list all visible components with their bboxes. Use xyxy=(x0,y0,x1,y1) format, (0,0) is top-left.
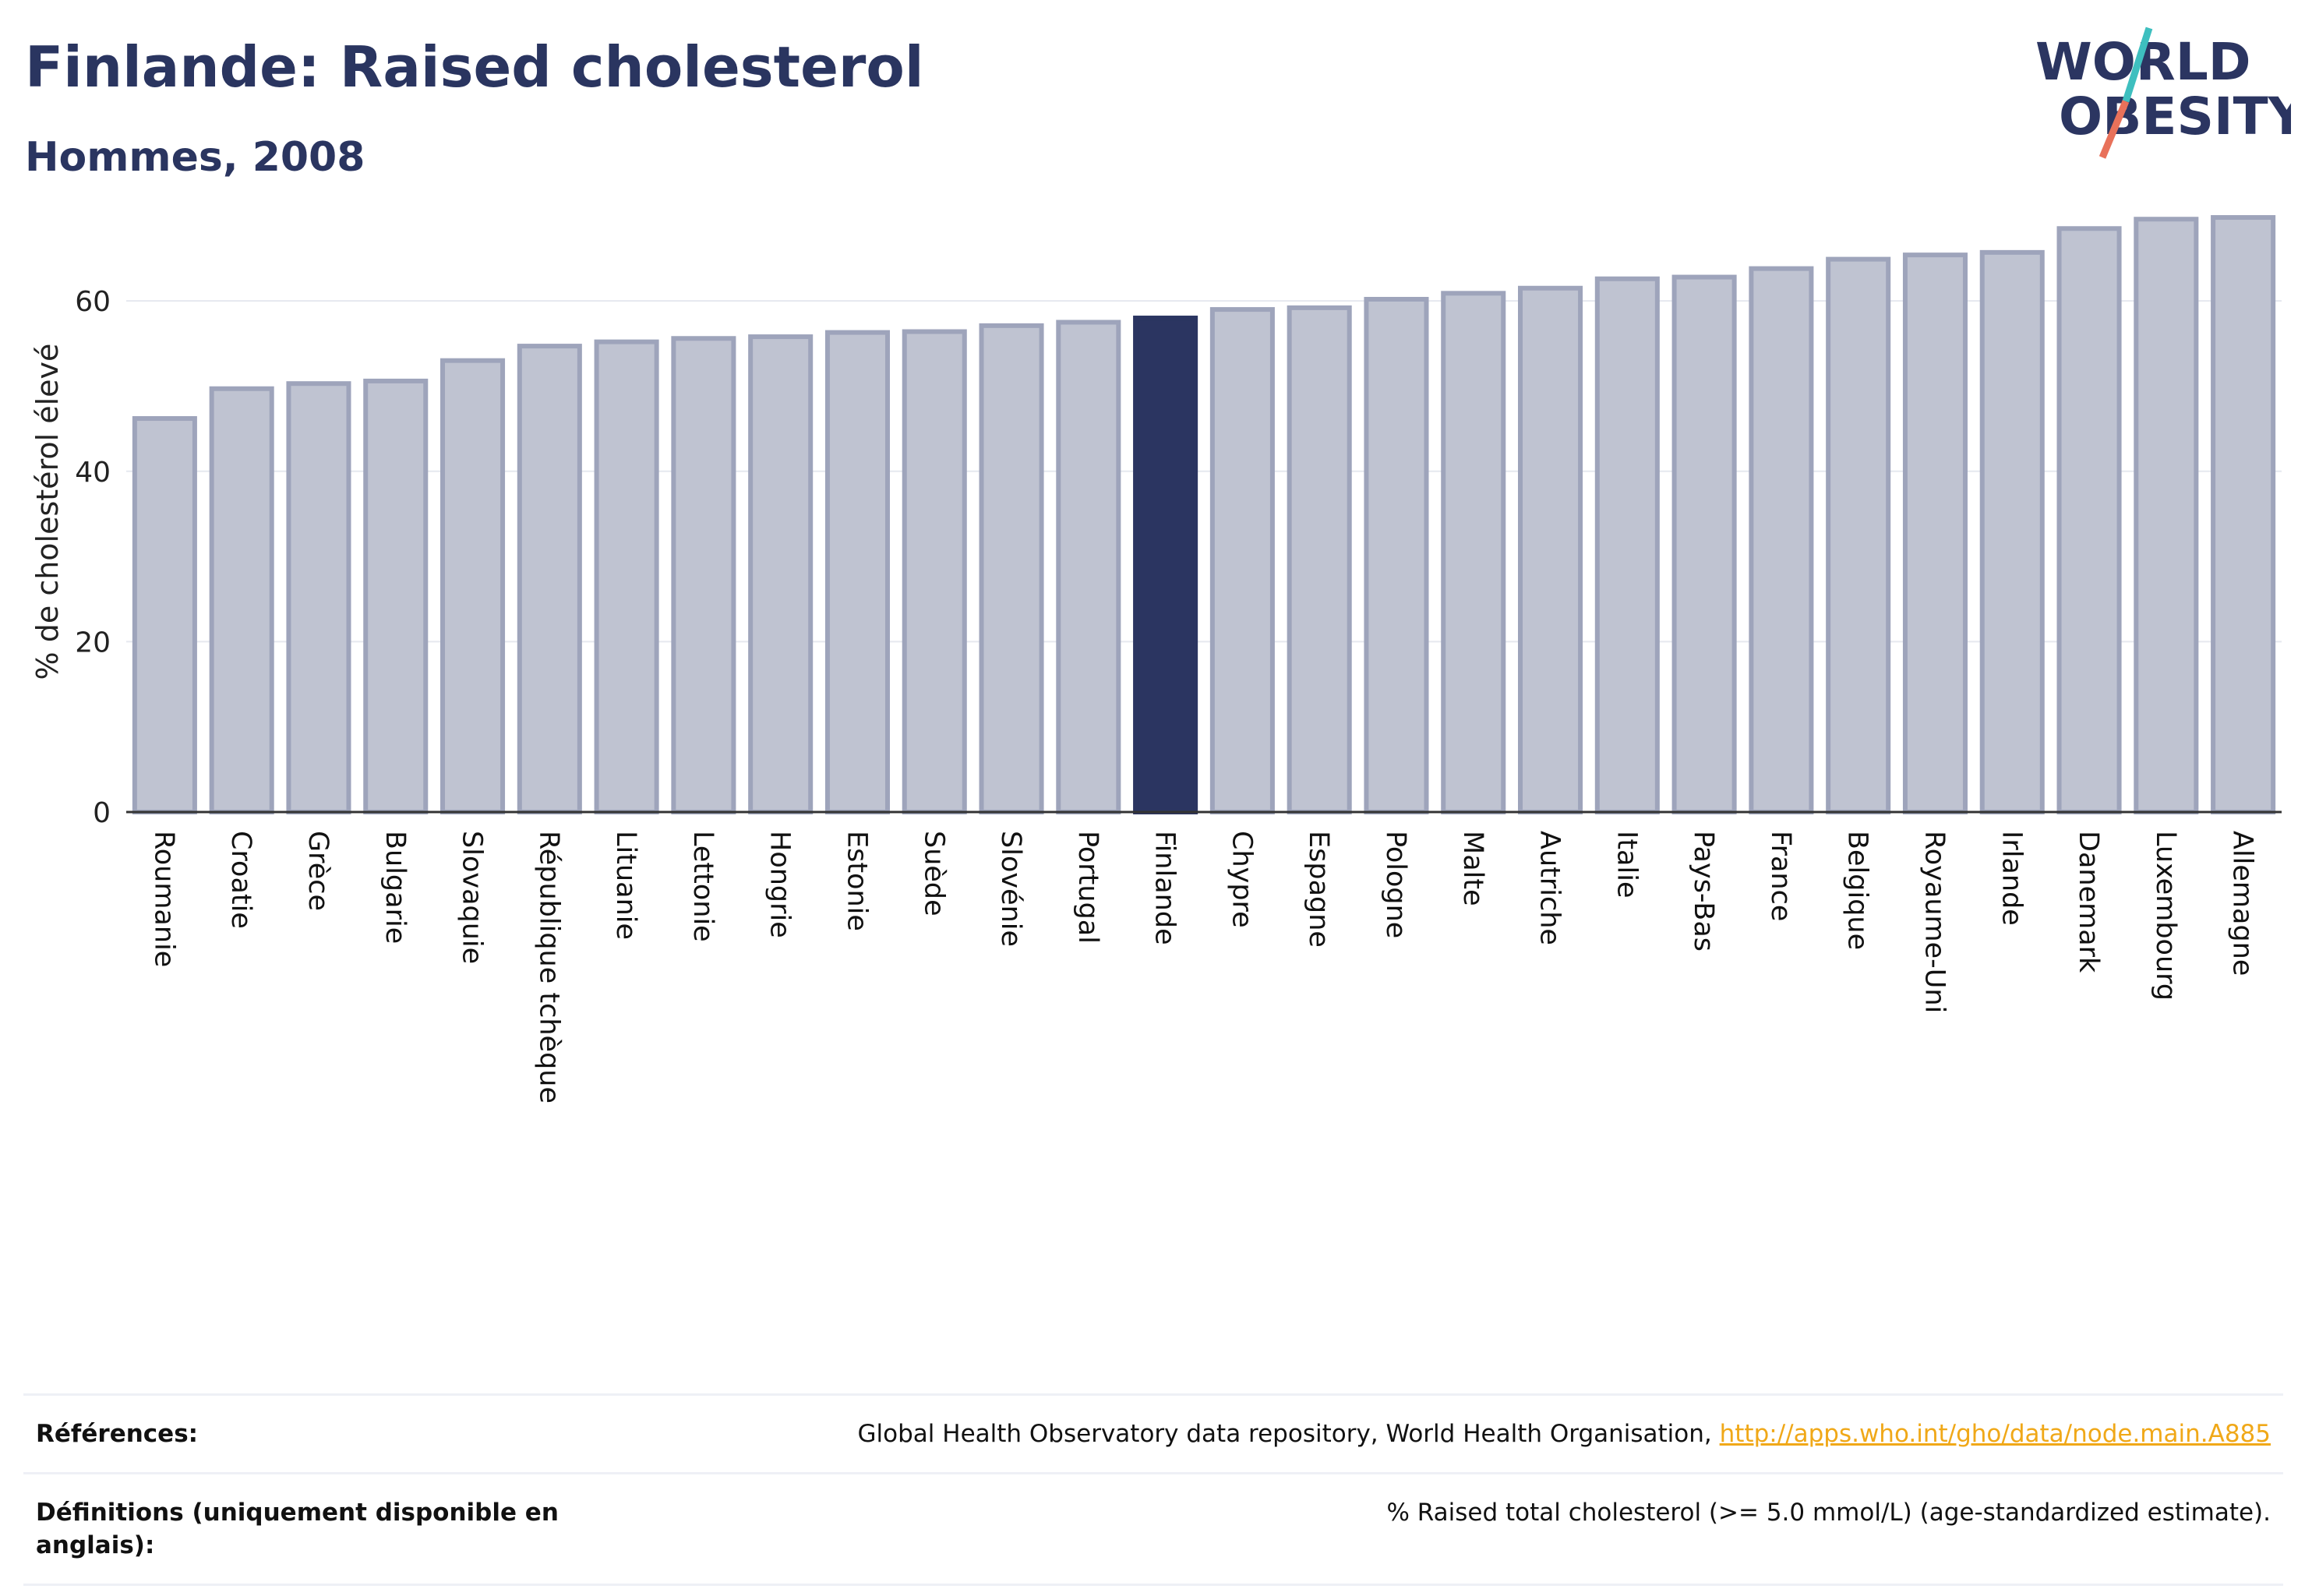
x-tick-label: Croatie xyxy=(225,831,256,929)
x-tick-label: Lituanie xyxy=(610,831,641,940)
bar xyxy=(517,344,582,814)
bar xyxy=(1441,291,1506,814)
x-tick-label: Malte xyxy=(1457,831,1488,906)
world-obesity-logo: WORLD OBESITY xyxy=(2035,26,2291,159)
x-tick-label: Royaume-Uni xyxy=(1918,831,1950,1013)
y-tick-label: 40 xyxy=(75,457,111,489)
references-value: Global Health Observatory data repositor… xyxy=(858,1418,2271,1450)
bar xyxy=(671,336,736,814)
bar xyxy=(1287,305,1352,814)
x-tick-label: Italie xyxy=(1611,831,1642,898)
y-tick-label: 20 xyxy=(75,627,111,659)
x-tick-label: Hongrie xyxy=(764,831,796,938)
bar xyxy=(2211,215,2276,814)
references-label: Références: xyxy=(36,1420,199,1448)
x-tick-label: Chypre xyxy=(1226,831,1257,928)
x-tick-label: Luxembourg xyxy=(2150,831,2181,1001)
x-tick-label: Grèce xyxy=(302,831,334,911)
x-tick-label: France xyxy=(1765,831,1796,921)
bar xyxy=(1056,320,1121,814)
definitions-label: Définitions (uniquement disponible en an… xyxy=(36,1499,559,1559)
references-link[interactable]: http://apps.who.int/gho/data/node.main.A… xyxy=(1719,1420,2271,1448)
x-tick-label: Espagne xyxy=(1303,831,1334,948)
x-tick-label: Pays-Bas xyxy=(1688,831,1719,952)
definitions-row: Définitions (uniquement disponible en an… xyxy=(23,1472,2283,1586)
bar xyxy=(979,323,1044,814)
y-axis-label: % de cholestérol élevé xyxy=(30,344,65,680)
x-tick-label: Bulgarie xyxy=(379,831,411,944)
y-tick-label: 0 xyxy=(93,797,111,829)
bar xyxy=(748,334,814,814)
bar xyxy=(1209,307,1275,814)
x-tick-label: Lettonie xyxy=(687,831,718,942)
chart-subtitle: Hommes, 2008 xyxy=(25,134,365,181)
bar xyxy=(1979,249,2045,814)
references-text: Global Health Observatory data repositor… xyxy=(857,1420,1720,1448)
bar xyxy=(824,330,890,814)
x-tick-label: Slovaquie xyxy=(457,831,488,964)
x-tick-label: Roumanie xyxy=(148,831,179,967)
x-tick-label: Finlande xyxy=(1149,831,1181,945)
x-tick-label: Irlande xyxy=(1996,831,2027,926)
x-tick-label: Allemagne xyxy=(2227,831,2258,976)
bar xyxy=(1826,256,1891,814)
bar xyxy=(1594,276,1660,815)
bar xyxy=(1364,296,1429,815)
bar xyxy=(286,381,351,814)
bar xyxy=(2056,226,2122,814)
bar xyxy=(1749,266,1814,814)
references-row: Références: Global Health Observatory da… xyxy=(23,1393,2283,1472)
x-tick-label: Autriche xyxy=(1534,831,1565,945)
definitions-value: % Raised total cholesterol (>= 5.0 mmol/… xyxy=(1386,1499,2271,1527)
bar-chart: 0 20 40 60 % de cholestérol élevé Roumanie Cro… xyxy=(30,215,2282,1103)
x-tick-label: Danemark xyxy=(2073,831,2104,973)
bar xyxy=(1902,252,1968,814)
chart-title: Finlande: Raised cholesterol xyxy=(25,34,924,100)
x-tick-label: Estonie xyxy=(841,831,872,931)
x-tick-label: Pologne xyxy=(1380,831,1411,938)
bar xyxy=(440,358,506,814)
bar xyxy=(1671,274,1737,814)
x-tick-label: Slovénie xyxy=(995,831,1026,947)
bar xyxy=(2134,217,2199,814)
references-table: Références: Global Health Observatory da… xyxy=(23,1393,2283,1586)
x-tick-label: Belgique xyxy=(1842,831,1873,950)
x-tick-label: Portugal xyxy=(1072,831,1103,944)
bar-highlighted xyxy=(1133,316,1198,814)
bar xyxy=(594,339,659,814)
x-tick-label: République tchèque xyxy=(533,831,564,1103)
y-tick-label: 60 xyxy=(75,286,111,318)
bar xyxy=(209,386,274,814)
logo-line-2: OBESITY xyxy=(2059,87,2291,147)
x-tick-label: Suède xyxy=(918,831,949,916)
logo-slash-coral xyxy=(2099,100,2130,159)
logo-slash-teal xyxy=(2122,26,2153,103)
bar xyxy=(1518,285,1583,815)
bar xyxy=(363,378,429,814)
bar xyxy=(132,416,197,815)
bar xyxy=(902,329,967,814)
